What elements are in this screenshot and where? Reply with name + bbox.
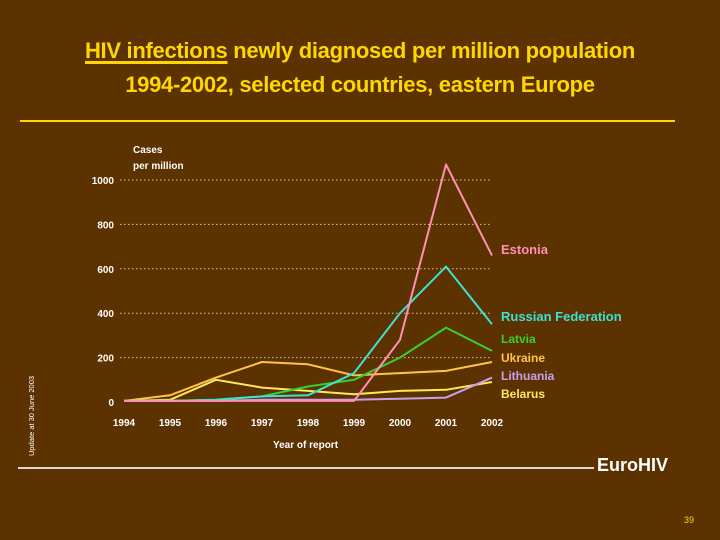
- y-tick-label: 1000: [92, 176, 115, 187]
- x-tick-label: 1999: [343, 418, 366, 429]
- page-number: 39: [684, 515, 695, 525]
- y-axis-label-line1: Cases: [133, 145, 163, 156]
- title-highlight: HIV infections: [84, 38, 228, 63]
- x-tick-label: 1996: [205, 418, 228, 429]
- legend-label-belarus: Belarus: [501, 387, 545, 401]
- y-tick-label: 400: [97, 309, 114, 320]
- y-tick-label: 600: [97, 265, 114, 276]
- series-line-ukraine: [123, 361, 493, 402]
- slide-title-line2: 1994-2002, selected countries, eastern E…: [125, 72, 595, 97]
- title-line1-rest: newly diagnosed per million population: [227, 38, 636, 63]
- x-tick-label: 2000: [389, 418, 412, 429]
- update-date-note: Update at 30 June 2003: [27, 376, 36, 456]
- y-tick-label: 200: [97, 354, 114, 365]
- x-tick-label: 2001: [435, 418, 458, 429]
- legend-label-latvia: Latvia: [501, 332, 536, 346]
- series-line-belarus: [123, 378, 493, 402]
- legend-label-lithuania: Lithuania: [501, 369, 555, 383]
- slide-title-line1: HIV infections newly diagnosed per milli…: [0, 38, 720, 64]
- footer-rule: [18, 467, 594, 469]
- y-tick-label: 0: [108, 398, 114, 409]
- legend-label-russian-federation: Russian Federation: [501, 309, 622, 324]
- x-axis-label: Year of report: [273, 440, 339, 451]
- eurohiv-logo: EuroHIV: [597, 455, 669, 475]
- title-underline-rule: [20, 120, 675, 122]
- y-axis-label-line2: per million: [133, 161, 184, 172]
- series-line-estonia: [124, 163, 493, 402]
- x-tick-label: 1994: [113, 418, 136, 429]
- x-tick-label: 1997: [251, 418, 274, 429]
- x-tick-label: 1998: [297, 418, 320, 429]
- x-tick-label: 1995: [159, 418, 182, 429]
- y-tick-label: 800: [97, 220, 114, 231]
- legend-label-estonia: Estonia: [501, 242, 549, 257]
- legend-label-ukraine: Ukraine: [501, 351, 545, 365]
- x-tick-label: 2002: [481, 418, 504, 429]
